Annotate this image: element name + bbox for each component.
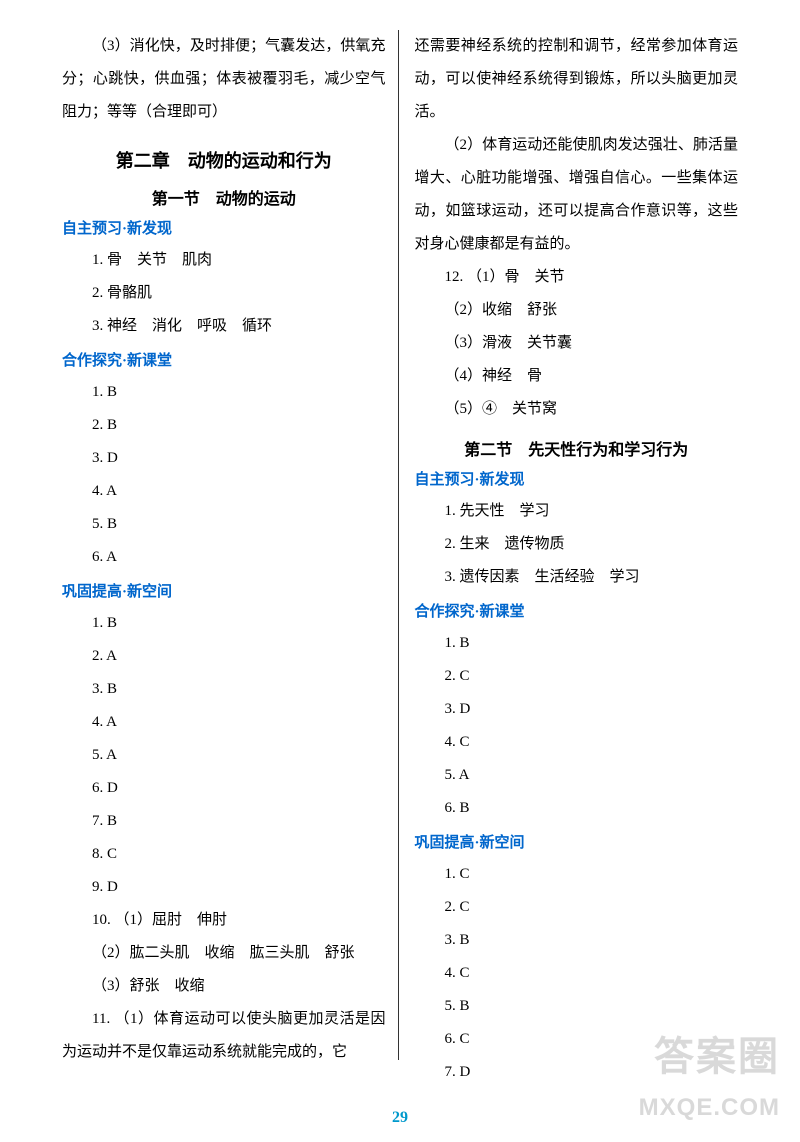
item: 11. （1）体育运动可以使头脑更加灵活是因为运动并不是仅靠运动系统就能完成的，…	[62, 1003, 386, 1069]
item: 2. B	[62, 409, 386, 442]
item: 5. A	[415, 759, 739, 792]
item: 3. B	[415, 924, 739, 957]
item: （5）④ 关节窝	[415, 393, 739, 426]
right-para-1: 还需要神经系统的控制和调节，经常参加体育运动，可以使神经系统得到锻炼，所以头脑更…	[415, 30, 739, 129]
item: （4）神经 骨	[415, 360, 739, 393]
page-number: 29	[392, 1109, 408, 1127]
item: 1. C	[415, 858, 739, 891]
item: 3. D	[415, 693, 739, 726]
item: 12. （1）骨 关节	[415, 261, 739, 294]
item: 10. （1）屈肘 伸肘	[62, 904, 386, 937]
watermark-url: MXQE.COM	[639, 1094, 780, 1122]
item: 2. 生来 遗传物质	[415, 528, 739, 561]
item: 4. C	[415, 957, 739, 990]
item: 2. C	[415, 660, 739, 693]
item: 7. B	[62, 805, 386, 838]
item: 6. A	[62, 541, 386, 574]
item: 1. 骨 关节 肌肉	[62, 244, 386, 277]
sub-heading-r1: 自主预习·新发现	[415, 468, 739, 489]
item: 2. C	[415, 891, 739, 924]
item: 1. B	[62, 376, 386, 409]
item: 8. C	[62, 838, 386, 871]
item: 3. D	[62, 442, 386, 475]
content-area: （3）消化快，及时排便；气囊发达，供氧充分；心跳快，供血强；体表被覆羽毛，减少空…	[0, 0, 800, 1080]
item: 2. 骨骼肌	[62, 277, 386, 310]
item: 3. 神经 消化 呼吸 循环	[62, 310, 386, 343]
item: 5. B	[62, 508, 386, 541]
item: 3. 遗传因素 生活经验 学习	[415, 561, 739, 594]
item: 4. A	[62, 475, 386, 508]
item: 4. A	[62, 706, 386, 739]
item: （2）收缩 舒张	[415, 294, 739, 327]
sub-heading-l3: 巩固提高·新空间	[62, 580, 386, 601]
sub-heading-l1: 自主预习·新发现	[62, 217, 386, 238]
item: 6. D	[62, 772, 386, 805]
watermark-text: 答案圈	[654, 1024, 780, 1082]
sub-heading-r2: 合作探究·新课堂	[415, 600, 739, 621]
item: 1. B	[62, 607, 386, 640]
item: 1. B	[415, 627, 739, 660]
sub-heading-l2: 合作探究·新课堂	[62, 349, 386, 370]
item: 2. A	[62, 640, 386, 673]
item: 5. B	[415, 990, 739, 1023]
item: 9. D	[62, 871, 386, 904]
right-column: 还需要神经系统的控制和调节，经常参加体育运动，可以使神经系统得到锻炼，所以头脑更…	[399, 30, 751, 1060]
item: 4. C	[415, 726, 739, 759]
left-column: （3）消化快，及时排便；气囊发达，供氧充分；心跳快，供血强；体表被覆羽毛，减少空…	[50, 30, 399, 1060]
item: 5. A	[62, 739, 386, 772]
left-para-1: （3）消化快，及时排便；气囊发达，供氧充分；心跳快，供血强；体表被覆羽毛，减少空…	[62, 30, 386, 129]
item: （3）滑液 关节囊	[415, 327, 739, 360]
item: （3）舒张 收缩	[62, 970, 386, 1003]
chapter-title: 第二章 动物的运动和行为	[62, 147, 386, 173]
item: （2）肱二头肌 收缩 肱三头肌 舒张	[62, 937, 386, 970]
section-title-2: 第二节 先天性行为和学习行为	[415, 436, 739, 460]
item: 1. 先天性 学习	[415, 495, 739, 528]
right-para-2: （2）体育运动还能使肌肉发达强壮、肺活量增大、心脏功能增强、增强自信心。一些集体…	[415, 129, 739, 261]
sub-heading-r3: 巩固提高·新空间	[415, 831, 739, 852]
item: 6. B	[415, 792, 739, 825]
item: 3. B	[62, 673, 386, 706]
section-title-1: 第一节 动物的运动	[62, 185, 386, 209]
